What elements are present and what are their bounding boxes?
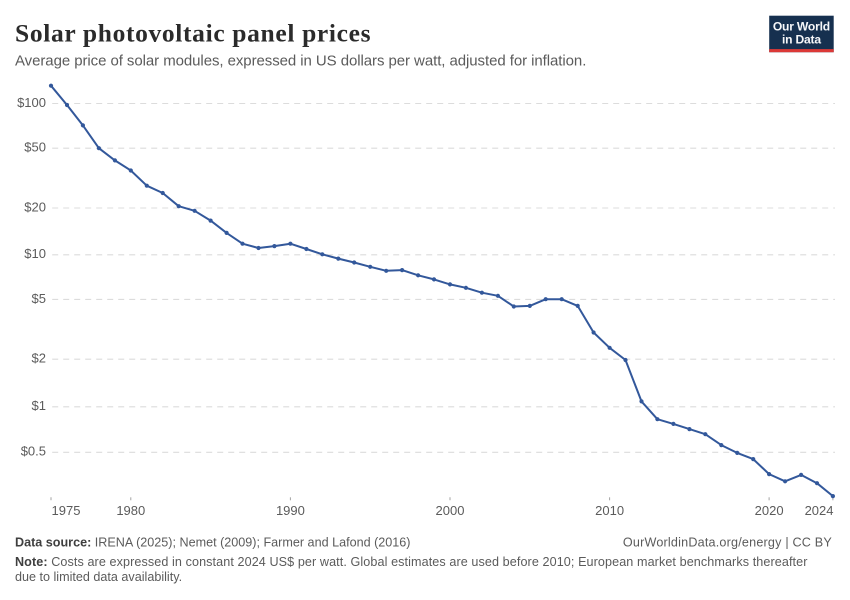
svg-text:$0.5: $0.5 bbox=[21, 444, 46, 459]
svg-text:$1: $1 bbox=[32, 398, 46, 413]
svg-text:Data source: IRENA (2025); Nem: Data source: IRENA (2025); Nemet (2009);… bbox=[15, 536, 411, 550]
svg-text:$2: $2 bbox=[32, 351, 46, 366]
svg-text:Our World: Our World bbox=[773, 20, 830, 34]
svg-text:$10: $10 bbox=[24, 246, 46, 261]
svg-text:1990: 1990 bbox=[276, 503, 305, 518]
svg-text:Solar photovoltaic panel price: Solar photovoltaic panel prices bbox=[15, 19, 371, 48]
svg-text:1975: 1975 bbox=[52, 503, 81, 518]
svg-text:Average price of solar modules: Average price of solar modules, expresse… bbox=[15, 53, 586, 70]
svg-text:due to limited data availabili: due to limited data availability. bbox=[15, 570, 182, 584]
svg-text:$100: $100 bbox=[17, 95, 46, 110]
svg-text:OurWorldinData.org/energy | CC: OurWorldinData.org/energy | CC BY bbox=[623, 536, 833, 550]
svg-text:2010: 2010 bbox=[595, 503, 624, 518]
svg-text:2000: 2000 bbox=[436, 503, 465, 518]
svg-text:2024: 2024 bbox=[805, 503, 834, 518]
svg-text:$20: $20 bbox=[24, 199, 46, 214]
svg-text:Note: Costs are expressed in c: Note: Costs are expressed in constant 20… bbox=[15, 555, 808, 569]
svg-text:$50: $50 bbox=[24, 140, 46, 155]
svg-text:2020: 2020 bbox=[755, 503, 784, 518]
svg-text:1980: 1980 bbox=[116, 503, 145, 518]
svg-text:$5: $5 bbox=[32, 291, 46, 306]
svg-text:in Data: in Data bbox=[782, 32, 821, 46]
